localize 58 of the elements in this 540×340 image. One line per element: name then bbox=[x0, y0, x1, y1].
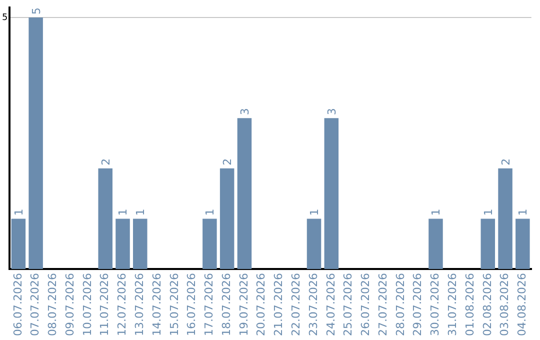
data-label: 2 bbox=[99, 158, 112, 166]
x-tick-label: 11.07.2026 bbox=[98, 273, 112, 336]
bar bbox=[324, 118, 339, 270]
x-tick-label: 17.07.2026 bbox=[202, 273, 216, 336]
data-label: 1 bbox=[134, 208, 148, 216]
data-label: 3 bbox=[325, 108, 338, 116]
data-label: 3 bbox=[238, 108, 252, 116]
bar bbox=[133, 218, 148, 270]
bar bbox=[220, 168, 234, 270]
bar bbox=[516, 218, 530, 270]
bar bbox=[202, 218, 217, 270]
bar bbox=[116, 218, 130, 270]
bar bbox=[428, 218, 443, 270]
x-tick-label: 07.07.2026 bbox=[28, 273, 42, 336]
x-tick-label: 21.07.2026 bbox=[272, 273, 286, 336]
x-tick-label: 18.07.2026 bbox=[220, 273, 233, 336]
data-label: 1 bbox=[430, 208, 443, 216]
x-tick-label: 01.08.2026 bbox=[463, 273, 476, 336]
x-tick-label: 30.07.2026 bbox=[428, 273, 442, 336]
x-tick-label: 04.08.2026 bbox=[516, 273, 529, 336]
x-tick-label: 31.07.2026 bbox=[446, 273, 459, 336]
x-tick-label: 26.07.2026 bbox=[359, 273, 372, 336]
x-tick-label: 09.07.2026 bbox=[63, 273, 76, 336]
data-label: 1 bbox=[516, 208, 530, 216]
bar bbox=[28, 17, 43, 270]
data-label: 1 bbox=[482, 208, 495, 216]
bar bbox=[498, 168, 512, 270]
x-tick-label: 10.07.2026 bbox=[80, 273, 94, 336]
x-tick-label: 06.07.2026 bbox=[11, 273, 24, 336]
x-tick-label: 25.07.2026 bbox=[342, 273, 355, 336]
data-label: 1 bbox=[204, 208, 217, 216]
x-tick-label: 22.07.2026 bbox=[289, 273, 302, 336]
x-tick-label: 24.07.2026 bbox=[324, 273, 338, 336]
data-label: 1 bbox=[12, 208, 26, 216]
bar bbox=[480, 218, 496, 270]
bar bbox=[306, 218, 322, 270]
x-tick-label: 03.08.2026 bbox=[498, 273, 512, 336]
data-label: 1 bbox=[308, 208, 322, 216]
bar bbox=[11, 218, 26, 270]
x-tick-label: 12.07.2026 bbox=[116, 273, 129, 336]
x-tick-label: 08.07.2026 bbox=[46, 273, 60, 336]
x-tick-label: 14.07.2026 bbox=[150, 273, 164, 336]
x-tick-label: 23.07.2026 bbox=[306, 273, 320, 336]
data-label: 5 bbox=[30, 7, 43, 14]
x-tick-label: 13.07.2026 bbox=[132, 273, 146, 336]
x-tick-label: 27.07.2026 bbox=[376, 273, 390, 336]
x-tick-label: 02.08.2026 bbox=[480, 273, 494, 336]
x-tick-label: 28.07.2026 bbox=[394, 273, 407, 336]
bar bbox=[237, 118, 252, 270]
data-label: 2 bbox=[221, 158, 234, 166]
x-tick-label: 19.07.2026 bbox=[237, 273, 250, 336]
bar bbox=[98, 168, 112, 270]
x-tick-label: 29.07.2026 bbox=[411, 273, 424, 336]
data-label: 1 bbox=[116, 208, 130, 216]
x-tick-label: 16.07.2026 bbox=[185, 273, 198, 336]
x-tick-label: 20.07.2026 bbox=[254, 273, 268, 336]
data-label: 2 bbox=[499, 158, 512, 166]
x-tick-label: 15.07.2026 bbox=[168, 273, 181, 336]
